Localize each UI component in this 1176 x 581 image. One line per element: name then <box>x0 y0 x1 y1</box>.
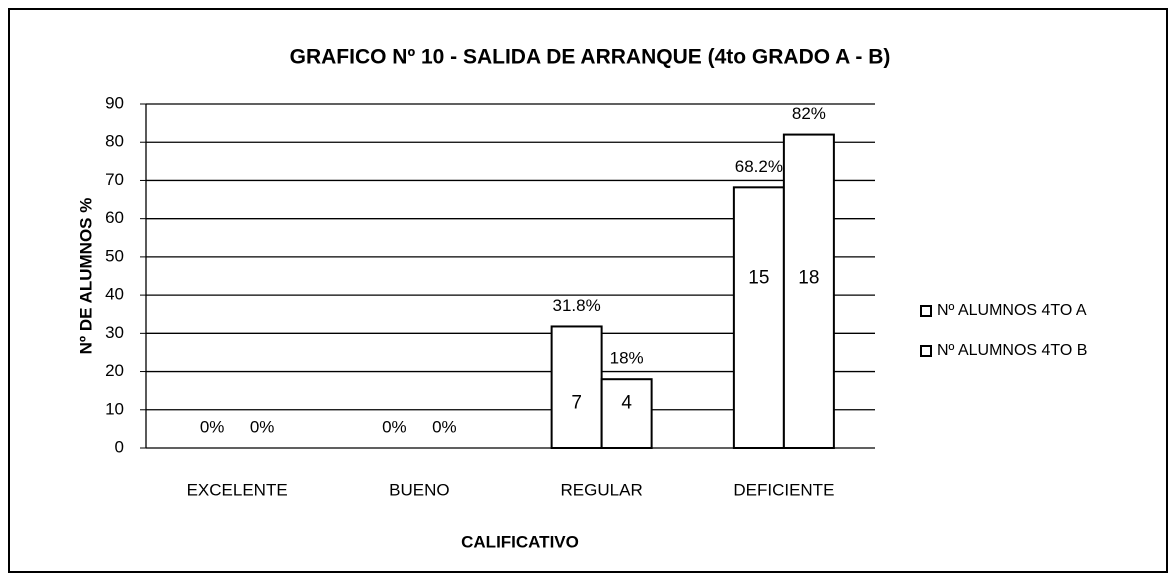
count-label: 18 <box>798 268 819 289</box>
y-tick-label: 20 <box>105 361 124 380</box>
value-label: 68.2% <box>735 157 783 176</box>
y-tick-label: 30 <box>105 323 124 342</box>
value-label: 0% <box>250 417 275 436</box>
bar <box>782 133 835 449</box>
x-tick-label: BUENO <box>389 480 449 499</box>
y-tick-label: 60 <box>105 208 124 227</box>
bar <box>550 325 603 450</box>
x-axis-title: CALIFICATIVO <box>461 532 579 551</box>
legend-swatch <box>920 305 932 317</box>
value-label: 18% <box>610 349 644 368</box>
y-tick-label: 70 <box>105 170 124 189</box>
value-label: 31.8% <box>553 296 601 315</box>
y-tick-label: 50 <box>105 246 124 265</box>
x-tick-label: REGULAR <box>561 480 643 499</box>
value-label: 0% <box>200 417 225 436</box>
x-tick-label: DEFICIENTE <box>733 480 834 499</box>
legend-label: Nº ALUMNOS 4TO A <box>937 302 1087 319</box>
value-label: 82% <box>792 104 826 123</box>
count-label: 7 <box>571 392 582 413</box>
legend-swatch <box>920 345 932 357</box>
bar <box>600 378 653 450</box>
y-tick-label: 90 <box>105 93 124 112</box>
x-tick-label: EXCELENTE <box>187 480 288 499</box>
legend-label: Nº ALUMNOS 4TO B <box>937 342 1087 359</box>
y-tick-label: 80 <box>105 132 124 151</box>
value-label: 0% <box>432 417 457 436</box>
bar <box>732 186 785 450</box>
y-tick-label: 40 <box>105 285 124 304</box>
chart-frame <box>8 8 1168 573</box>
y-axis-title: Nº DE ALUMNOS % <box>76 198 95 355</box>
count-label: 15 <box>748 268 769 289</box>
chart-title: GRAFICO Nº 10 - SALIDA DE ARRANQUE (4to … <box>290 46 891 69</box>
y-tick-label: 10 <box>105 399 124 418</box>
count-label: 4 <box>621 392 632 413</box>
y-tick-label: 0 <box>115 437 124 456</box>
value-label: 0% <box>382 417 407 436</box>
